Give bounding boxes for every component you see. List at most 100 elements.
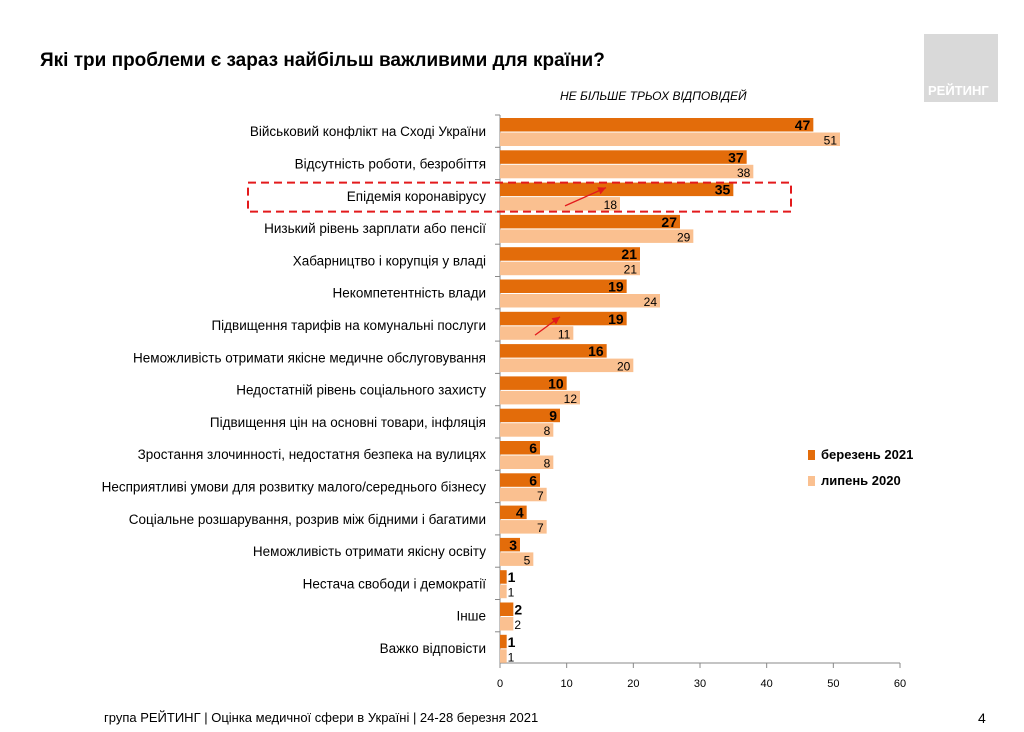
category-label: Зростання злочинності, недостатня безпек…	[138, 447, 487, 462]
data-label: 19	[608, 279, 624, 295]
bar-march-2021	[500, 570, 507, 584]
category-label: Несприятливі умови для розвитку малого/с…	[102, 479, 487, 494]
bar-march-2021	[500, 537, 520, 552]
data-label: 51	[824, 134, 838, 148]
bar-march-2021	[500, 150, 747, 164]
bar-july-2020	[500, 261, 640, 276]
data-label: 8	[544, 424, 551, 438]
category-label: Нестача свободи і демократії	[303, 576, 487, 591]
bar-july-2020	[500, 584, 507, 599]
bar-july-2020	[500, 326, 574, 340]
bar-july-2020	[500, 520, 547, 534]
data-label: 21	[624, 263, 638, 277]
x-tick-label: 50	[827, 678, 839, 690]
bar-march-2021	[500, 214, 680, 229]
bar-march-2021	[500, 182, 734, 197]
bar-march-2021	[500, 311, 627, 326]
x-tick-label: 30	[694, 678, 706, 690]
legend-label: березень 2021	[821, 447, 914, 462]
bar-july-2020	[500, 229, 694, 243]
data-label: 35	[715, 182, 731, 198]
category-label: Важко відповісти	[380, 641, 486, 656]
category-label: Соціальне розшарування, розрив між бідни…	[129, 512, 486, 527]
category-label: Підвищення тарифів на комунальні послуги	[211, 318, 486, 333]
data-label: 37	[728, 149, 744, 165]
bar-march-2021	[500, 473, 540, 487]
data-label: 1	[508, 634, 516, 650]
data-label: 6	[529, 472, 537, 488]
legend-swatch	[808, 449, 815, 460]
data-label: 16	[588, 343, 604, 359]
bar-july-2020	[500, 294, 660, 308]
category-label: Низький рівень зарплати або пенсії	[264, 221, 486, 236]
x-tick-label: 60	[894, 678, 906, 690]
data-label: 21	[621, 246, 637, 262]
bar-july-2020	[500, 390, 580, 405]
data-label: 1	[508, 569, 516, 585]
data-label: 38	[737, 166, 751, 180]
data-label: 8	[544, 457, 551, 471]
data-label: 20	[617, 360, 631, 374]
x-tick-label: 0	[497, 678, 503, 690]
page-title: Які три проблеми є зараз найбільш важлив…	[40, 50, 605, 71]
data-label: 2	[514, 602, 522, 618]
data-label: 47	[795, 117, 811, 133]
category-label: Епідемія коронавірусу	[347, 189, 486, 204]
legend-label: липень 2020	[821, 473, 901, 488]
trend-arrow-icon	[564, 187, 607, 207]
bar-march-2021	[500, 505, 527, 520]
x-tick-label: 10	[561, 678, 573, 690]
footer: група РЕЙТИНГ | Оцінка медичної сфери в …	[104, 710, 539, 725]
legend-item-series2: липень 2020	[808, 473, 901, 488]
category-label: Відсутність роботи, безробіття	[295, 156, 486, 171]
data-label: 7	[537, 489, 544, 503]
data-label: 10	[548, 375, 564, 391]
category-label: Неможливість отримати якісну освіту	[253, 544, 486, 559]
data-label: 12	[564, 392, 578, 406]
bar-july-2020	[500, 164, 754, 179]
bar-march-2021	[500, 376, 567, 390]
data-label: 1	[508, 650, 515, 664]
bar-march-2021	[500, 118, 814, 132]
logo: РЕЙТИНГ	[924, 34, 998, 102]
logo-text: РЕЙТИНГ	[928, 83, 989, 98]
legend-item-series1: березень 2021	[808, 447, 913, 462]
bar-july-2020	[500, 487, 547, 502]
bar-july-2020	[500, 455, 554, 469]
data-label: 11	[558, 327, 571, 341]
bar-july-2020	[500, 649, 507, 663]
trend-arrow-icon	[534, 316, 561, 336]
bar-march-2021	[500, 247, 640, 261]
legend-swatch	[808, 475, 815, 486]
category-label: Некомпетентність влади	[333, 286, 487, 301]
page-number: 4	[978, 710, 986, 726]
bar-march-2021	[500, 441, 540, 455]
data-label: 18	[604, 198, 618, 212]
data-label: 9	[549, 408, 557, 424]
data-label: 24	[644, 295, 658, 309]
data-label: 27	[661, 214, 677, 230]
bar-july-2020	[500, 358, 634, 373]
data-label: 1	[508, 586, 515, 600]
bar-march-2021	[500, 634, 507, 649]
bar-march-2021	[500, 602, 514, 616]
data-label: 19	[608, 311, 624, 327]
category-label: Інше	[456, 609, 486, 624]
bar-july-2020	[500, 132, 840, 146]
x-tick-label: 20	[627, 678, 639, 690]
bar-march-2021	[500, 279, 627, 293]
data-label: 7	[537, 521, 544, 535]
data-label: 29	[677, 230, 691, 244]
x-tick-label: 40	[761, 678, 773, 690]
category-label: Підвищення цін на основні товари, інфляц…	[210, 415, 486, 430]
bar-march-2021	[500, 344, 607, 358]
data-label: 5	[524, 553, 531, 567]
category-label: Хабарництво і корупція у владі	[293, 253, 486, 268]
bar-march-2021	[500, 408, 560, 423]
data-label: 4	[516, 505, 524, 521]
data-label: 3	[509, 537, 517, 553]
data-label: 2	[514, 618, 521, 632]
category-label: Неможливість отримати якісне медичне обс…	[133, 350, 486, 365]
